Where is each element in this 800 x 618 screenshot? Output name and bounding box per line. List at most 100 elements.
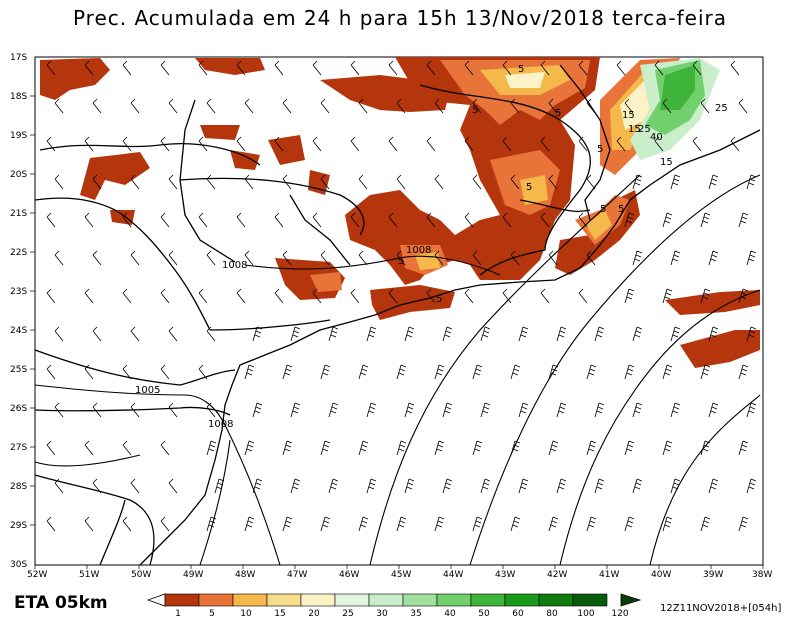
precip-area [505, 72, 545, 88]
wind-barb [168, 326, 178, 342]
wind-barb [434, 440, 445, 456]
wind-barb [198, 212, 208, 228]
run-label: 12Z11NOV2018+[054h] [660, 603, 782, 614]
wind-barb [350, 212, 360, 228]
wind-barb [510, 364, 521, 380]
wind-barb [236, 60, 246, 76]
lon-label: 43W [495, 570, 515, 580]
wind-barb [46, 440, 56, 456]
colorbar-tick: 120 [611, 609, 628, 618]
wind-barb [548, 98, 558, 114]
wind-barb [358, 440, 369, 456]
isobar-line [34, 384, 281, 566]
wind-barb [730, 136, 740, 152]
colorbar-tick: 80 [546, 609, 558, 618]
lat-lon-grid [30, 95, 764, 569]
colorbar-swatch [232, 593, 268, 607]
wind-barb [244, 516, 255, 532]
wind-barb [320, 98, 330, 114]
state-border [39, 143, 261, 166]
wind-barb [320, 440, 331, 456]
precip-label: 5 [526, 182, 532, 193]
colorbar-tick: 50 [478, 609, 490, 618]
wind-barb [198, 364, 208, 380]
wind-barb [54, 250, 64, 266]
lat-label: 23S [10, 287, 27, 297]
wind-barb [708, 478, 719, 494]
wind-barb [274, 136, 284, 152]
wind-barb [518, 402, 529, 418]
colorbar-swatch [572, 593, 608, 607]
wind-barb [556, 402, 567, 418]
wind-barb [160, 136, 170, 152]
wind-barb [594, 326, 605, 342]
wind-barb [404, 326, 415, 342]
wind-barb [366, 402, 377, 418]
wind-barb [46, 516, 56, 532]
wind-barb [548, 440, 559, 456]
wind-barb [122, 288, 132, 304]
lat-label: 21S [10, 209, 27, 219]
wind-barb [236, 212, 246, 228]
wind-barb [746, 250, 757, 266]
wind-barb [548, 516, 559, 532]
wind-barb [358, 516, 369, 532]
wind-barb [662, 288, 673, 304]
colorbar-tick: 20 [308, 609, 320, 618]
colorbar-swatch [368, 593, 404, 607]
precip-area [80, 152, 150, 200]
wind-barb [244, 250, 254, 266]
wind-barb [464, 136, 474, 152]
wind-barb [442, 478, 453, 494]
wind-barb [122, 516, 132, 532]
wind-barb [274, 60, 284, 76]
precip-label: 15 [622, 110, 635, 121]
wind-barb [122, 60, 132, 76]
precip-area [660, 65, 695, 110]
wind-barb [404, 402, 415, 418]
wind-barb [252, 478, 263, 494]
wind-barb [54, 326, 64, 342]
state-border [99, 499, 126, 566]
lon-label: 47W [287, 570, 307, 580]
latitude-labels: 17S 18S 19S 20S 21S 22S 23S 24S 25S 26S … [10, 53, 27, 570]
wind-barb [594, 478, 605, 494]
wind-barb [350, 60, 360, 76]
wind-barb [122, 440, 132, 456]
wind-barb [662, 440, 673, 456]
wind-barb [358, 174, 368, 190]
wind-barb [510, 98, 520, 114]
colorbar-tick: 100 [577, 609, 594, 618]
state-border [179, 99, 236, 263]
wind-barb [130, 402, 140, 418]
wind-barb [434, 516, 445, 532]
isobar-label: 1005 [135, 385, 160, 396]
wind-barb [244, 440, 255, 456]
lon-label: 42W [547, 570, 567, 580]
colorbar-tick: 25 [342, 609, 353, 618]
wind-barb [434, 98, 444, 114]
wind-barb [502, 288, 512, 304]
lon-label: 39W [703, 570, 723, 580]
wind-barb [738, 364, 749, 380]
model-label: ETA 05km [14, 593, 108, 613]
colorbar-tick: 40 [444, 609, 456, 618]
isobar-line [559, 289, 761, 566]
wind-barb [624, 98, 634, 114]
precip-area [40, 58, 110, 100]
wind-barb [480, 326, 491, 342]
wind-barb [282, 516, 293, 532]
wind-barb [282, 364, 293, 380]
wind-barb [700, 440, 711, 456]
lon-label: 40W [651, 570, 671, 580]
wind-barb [518, 326, 529, 342]
isobar-label: 1008 [222, 260, 247, 271]
colorbar: 1 5 10 15 20 25 30 35 40 50 60 80 100 12… [146, 593, 642, 618]
wind-barb [434, 174, 444, 190]
colorbar-swatch [266, 593, 302, 607]
wind-barb [464, 288, 474, 304]
precip-area [195, 58, 265, 75]
wind-barb [510, 174, 520, 190]
wind-barb [206, 402, 216, 418]
lon-label: 50W [131, 570, 151, 580]
